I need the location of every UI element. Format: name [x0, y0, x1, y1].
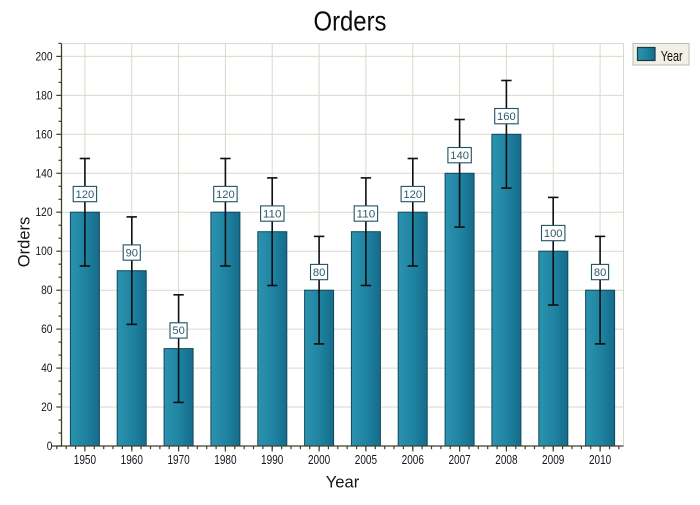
svg-text:2000: 2000 [308, 453, 330, 467]
svg-text:2005: 2005 [355, 453, 377, 467]
svg-text:90: 90 [126, 247, 138, 259]
svg-text:80: 80 [41, 283, 53, 297]
svg-text:50: 50 [172, 325, 184, 337]
svg-text:140: 140 [450, 150, 469, 162]
svg-text:140: 140 [36, 166, 53, 180]
svg-text:80: 80 [313, 267, 325, 279]
svg-text:2006: 2006 [402, 453, 424, 467]
svg-text:2010: 2010 [589, 453, 611, 467]
svg-text:Year: Year [326, 473, 360, 492]
svg-text:1980: 1980 [214, 453, 236, 467]
svg-text:60: 60 [41, 322, 53, 336]
svg-text:20: 20 [41, 400, 53, 414]
svg-text:1990: 1990 [261, 453, 283, 467]
svg-text:200: 200 [36, 49, 53, 63]
svg-text:160: 160 [497, 111, 516, 123]
svg-text:110: 110 [357, 208, 376, 220]
svg-text:0: 0 [47, 439, 53, 453]
svg-text:110: 110 [263, 208, 282, 220]
svg-text:1970: 1970 [167, 453, 189, 467]
svg-text:Orders: Orders [314, 6, 387, 37]
svg-text:120: 120 [76, 189, 95, 201]
svg-text:80: 80 [594, 267, 606, 279]
svg-text:1960: 1960 [121, 453, 143, 467]
svg-text:100: 100 [36, 244, 53, 258]
svg-text:2009: 2009 [542, 453, 564, 467]
svg-text:Orders: Orders [14, 217, 33, 268]
svg-text:2007: 2007 [448, 453, 470, 467]
svg-text:2008: 2008 [495, 453, 517, 467]
svg-text:160: 160 [36, 127, 53, 141]
svg-text:100: 100 [544, 228, 563, 240]
svg-text:40: 40 [41, 361, 53, 375]
svg-text:120: 120 [216, 189, 235, 201]
svg-text:180: 180 [36, 88, 53, 102]
svg-text:1950: 1950 [74, 453, 96, 467]
svg-text:120: 120 [403, 189, 422, 201]
svg-text:Year: Year [661, 49, 683, 65]
svg-text:120: 120 [36, 205, 53, 219]
